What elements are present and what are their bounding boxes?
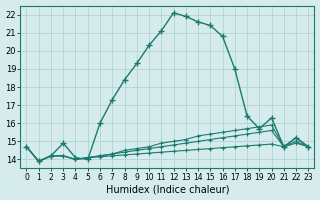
X-axis label: Humidex (Indice chaleur): Humidex (Indice chaleur) xyxy=(106,184,229,194)
